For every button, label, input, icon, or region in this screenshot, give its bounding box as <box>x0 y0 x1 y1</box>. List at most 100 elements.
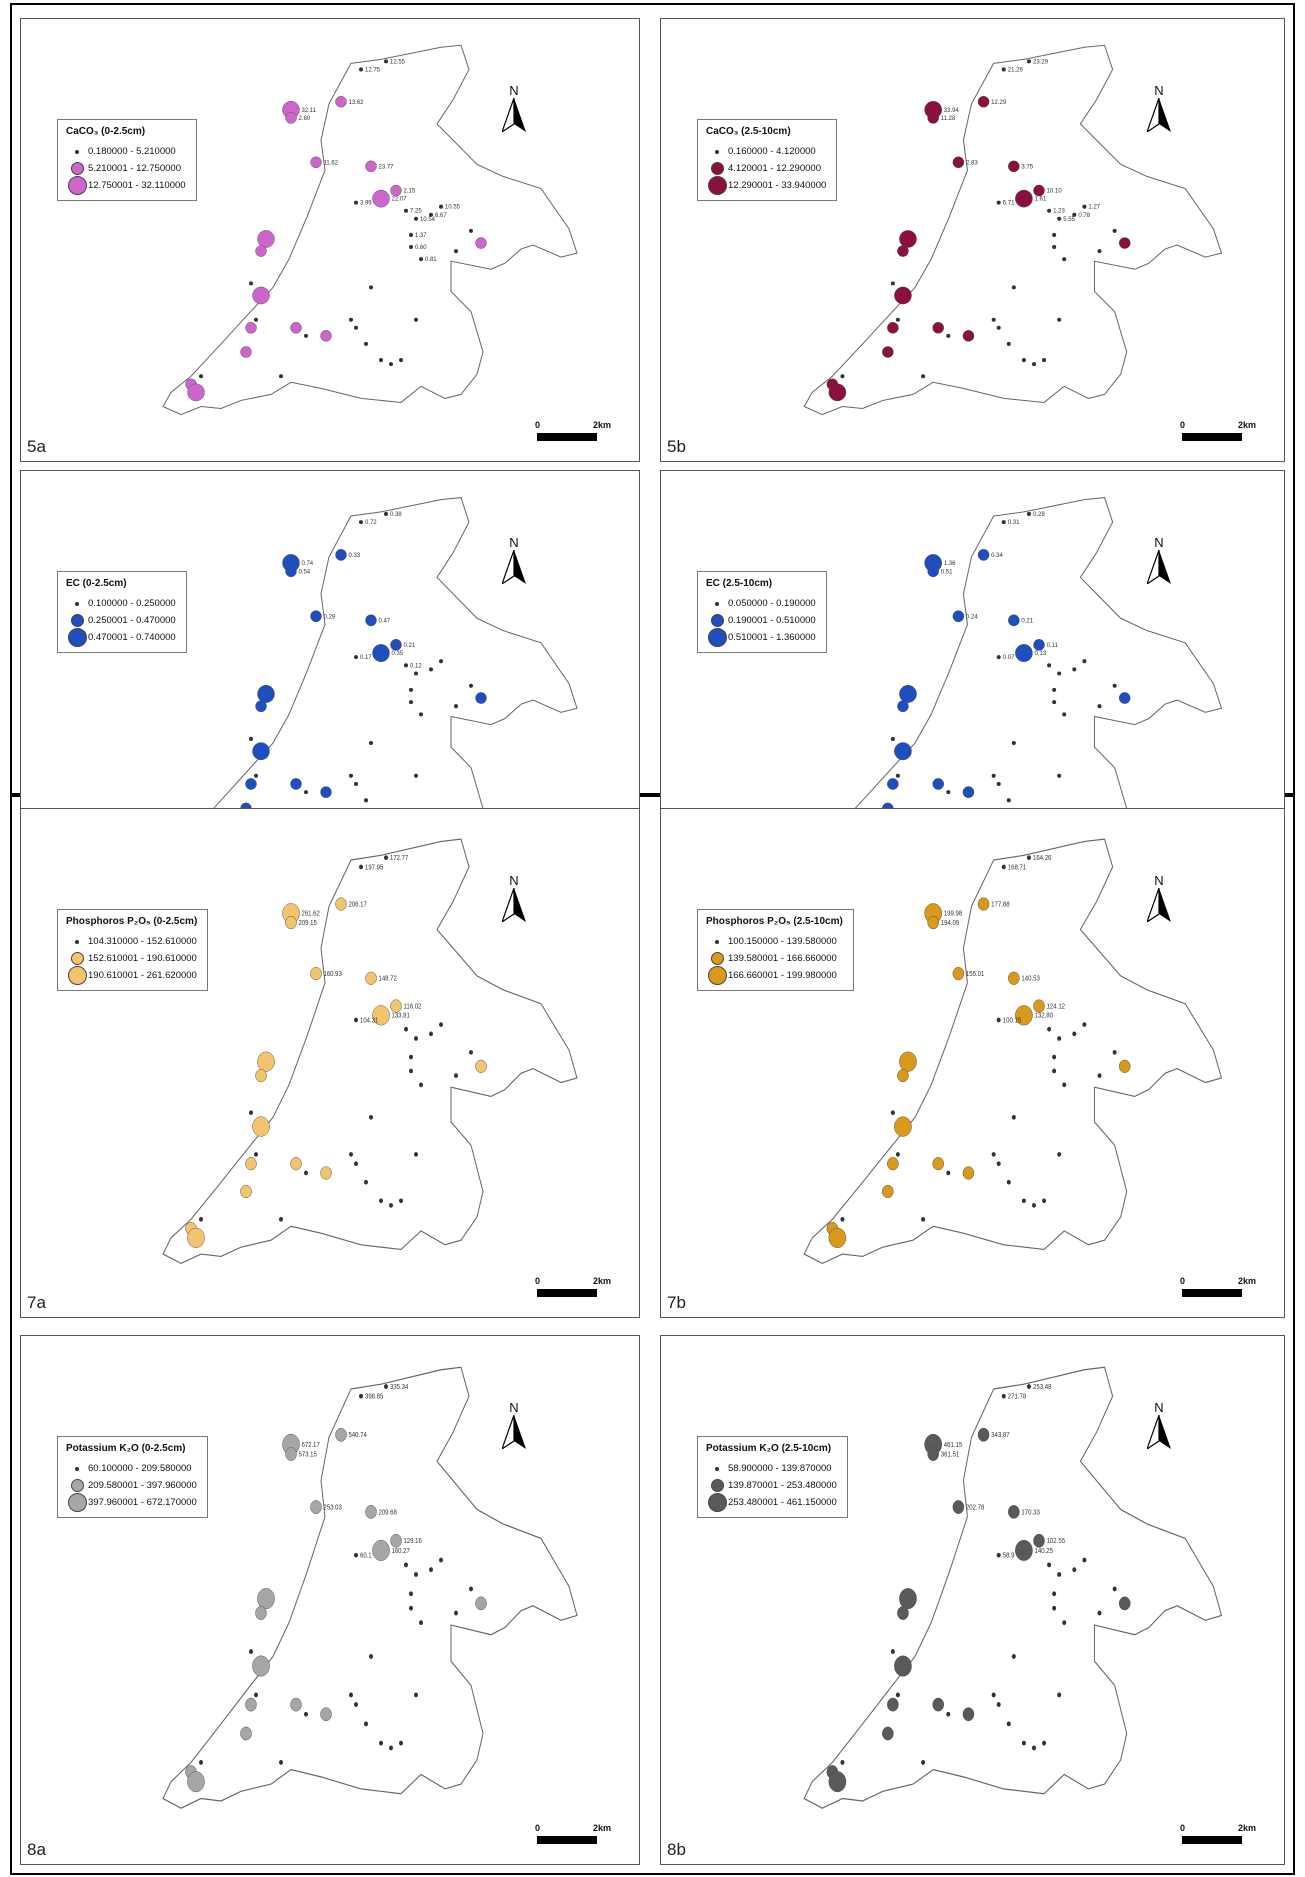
sample-value-label: 1.61 <box>1034 197 1046 203</box>
sample-value-label: 100.15 <box>1003 1017 1022 1024</box>
sample-value-label: 0.38 <box>390 512 402 518</box>
sample-value-label: 398.85 <box>365 1393 384 1401</box>
sample-value-label: 168.71 <box>1008 864 1027 871</box>
sample-point <box>1006 341 1011 346</box>
sample-value-label: 23.77 <box>379 164 395 170</box>
scale-start-label: 0 <box>535 1276 541 1286</box>
sample-point <box>290 1697 302 1712</box>
sample-value-label: 104.31 <box>360 1017 379 1024</box>
sample-point <box>1031 1745 1036 1751</box>
sample-point <box>1026 59 1031 64</box>
sample-point <box>254 317 258 322</box>
sample-point <box>895 1692 900 1698</box>
sample-value-label: 6.71 <box>1003 201 1015 207</box>
sample-point <box>475 1596 487 1611</box>
sample-value-label: 199.98 <box>944 910 963 917</box>
sample-point <box>1072 212 1077 217</box>
legend-class-label: 166.660001 - 199.980000 <box>728 970 837 981</box>
sample-point <box>390 639 402 651</box>
sample-point <box>894 286 912 305</box>
sample-value-label: 540.74 <box>349 1432 368 1440</box>
legend-symbol <box>706 1466 728 1471</box>
north-arrow-icon: N <box>497 873 531 927</box>
sample-point <box>279 1760 283 1765</box>
legend-class-label: 12.750001 - 32.110000 <box>88 180 186 191</box>
sample-point <box>335 549 347 561</box>
sample-point <box>840 1217 845 1222</box>
sample-point <box>1008 160 1020 173</box>
sample-point <box>285 1447 297 1461</box>
sample-point <box>1033 184 1045 197</box>
sample-value-label: 0.24 <box>966 613 978 620</box>
sample-point <box>372 189 390 208</box>
north-arrow-icon: N <box>1142 1400 1176 1454</box>
sample-value-label: 3.75 <box>1021 164 1033 170</box>
sample-point <box>977 95 990 108</box>
legend-symbol <box>66 939 88 944</box>
legend-class-label: 152.610001 - 190.610000 <box>88 953 197 964</box>
sample-point <box>310 610 322 623</box>
sample-point <box>257 685 275 703</box>
sample-point <box>840 374 845 379</box>
sample-value-label: 10.10 <box>1047 189 1063 195</box>
legend-symbol <box>706 939 728 944</box>
sample-point <box>1052 700 1057 705</box>
sample-point <box>290 322 302 334</box>
sample-value-label: 0.81 <box>425 257 437 263</box>
sample-value-label: 170.33 <box>1021 1509 1040 1517</box>
sample-point <box>364 341 368 346</box>
legend-class-row: 58.900000 - 139.870000 <box>706 1460 837 1477</box>
sample-point <box>469 1050 473 1055</box>
sample-point <box>1052 232 1057 237</box>
sample-point <box>409 687 413 692</box>
sample-point <box>1047 1562 1052 1568</box>
sample-point <box>419 712 423 717</box>
sample-point <box>962 330 975 342</box>
sample-point <box>1031 362 1036 367</box>
sample-value-label: 2.15 <box>404 189 416 195</box>
sample-point <box>882 1184 894 1199</box>
sample-point <box>899 1051 917 1072</box>
sample-point <box>1008 614 1020 627</box>
sample-point <box>932 778 944 790</box>
sample-point <box>977 549 990 561</box>
legend-title: Phosphoros P₂O₅ (0-2.5cm) <box>66 916 198 927</box>
sample-point <box>254 1152 258 1157</box>
sample-point <box>1118 1059 1131 1073</box>
sample-point <box>320 1166 332 1180</box>
sample-point <box>921 1760 926 1765</box>
sample-point <box>475 237 487 249</box>
sample-point <box>1052 1591 1057 1597</box>
scale-end-label: 2km <box>1238 420 1257 430</box>
sample-point <box>349 773 353 778</box>
sample-point <box>320 786 332 798</box>
sample-point <box>390 1533 402 1548</box>
sample-point <box>290 778 302 790</box>
legend-symbol <box>66 1479 88 1492</box>
sample-value-label: 343.87 <box>991 1432 1010 1440</box>
map-legend: EC (2.5-10cm) 0.050000 - 0.190000 0.190001… <box>697 571 827 653</box>
sample-point <box>255 1068 267 1083</box>
sample-point <box>187 1771 205 1793</box>
sample-point <box>1047 1026 1052 1032</box>
legend-class-row: 0.510001 - 1.360000 <box>706 628 816 647</box>
sample-point <box>1011 1654 1016 1659</box>
sample-point <box>369 741 373 746</box>
sample-point <box>1112 1586 1117 1592</box>
sample-point <box>1015 644 1033 662</box>
sample-point <box>409 245 413 250</box>
sample-point <box>962 786 975 798</box>
sample-value-label: 1.27 <box>1088 205 1100 211</box>
sample-point <box>991 1152 996 1157</box>
sample-point <box>921 1217 926 1222</box>
sample-value-label: 10.55 <box>445 205 461 211</box>
sample-value-label: 133.81 <box>392 1012 411 1019</box>
legend-symbol <box>66 162 88 175</box>
north-arrow-icon: N <box>497 83 531 137</box>
sample-point <box>379 1740 383 1746</box>
sample-point <box>996 1552 1001 1558</box>
sample-point <box>932 1697 944 1712</box>
sample-point <box>359 520 363 525</box>
legend-class-label: 397.960001 - 672.170000 <box>88 1497 197 1508</box>
sample-point <box>1008 1504 1020 1519</box>
